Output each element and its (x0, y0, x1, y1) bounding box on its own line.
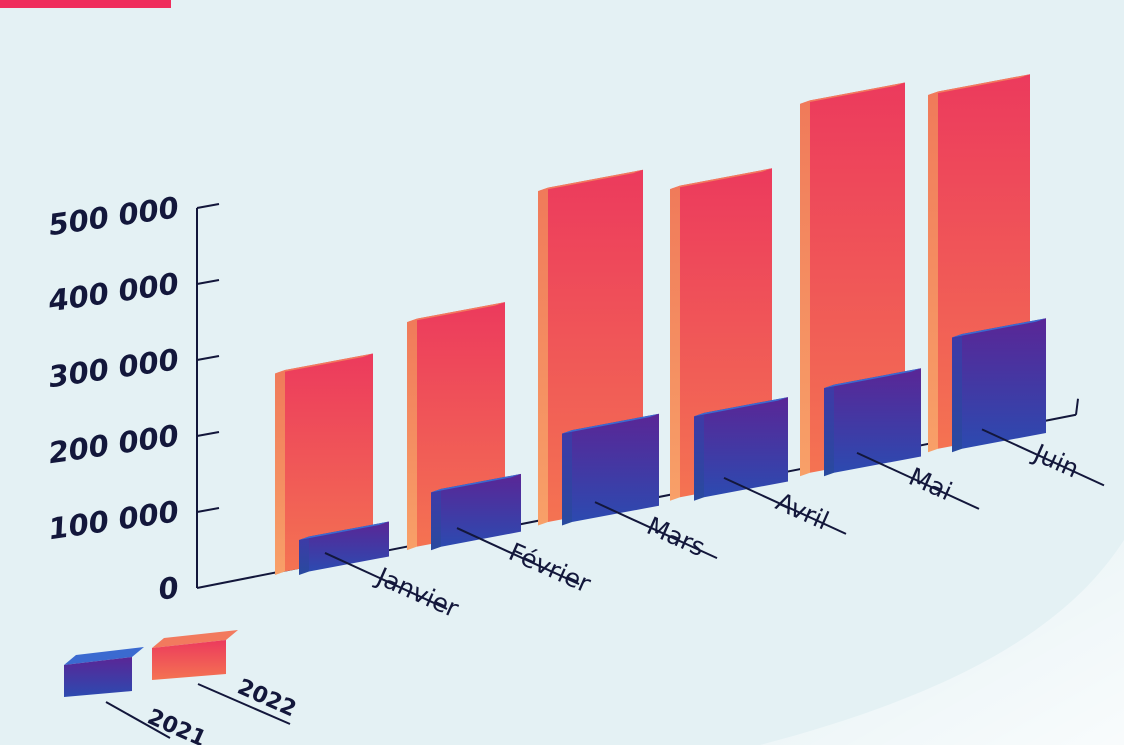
background-swoosh (760, 540, 1124, 745)
bar-2022-4-top (670, 168, 772, 190)
category-underline (723, 476, 847, 535)
legend-underline-2021 (105, 701, 171, 739)
legend-swatch-2021-top (64, 647, 144, 665)
y-tick-mark (196, 203, 220, 209)
legend-underline-2022 (197, 683, 291, 725)
bar-2021-6-top (952, 318, 1046, 338)
bar-2021-4 (694, 397, 788, 501)
bar-2022-2-top (407, 302, 505, 323)
bar-2021-3-top (562, 413, 659, 434)
bar-2022-3-top (538, 169, 643, 192)
bar-2022-1-top (275, 353, 373, 374)
category-underline (594, 501, 718, 560)
bar-2022-5 (800, 82, 905, 477)
bar-2021-6-front (962, 318, 1046, 449)
bar-2021-5 (824, 368, 921, 477)
legend-swatch-2022-front (152, 640, 226, 680)
category-label: Juin (1028, 438, 1084, 484)
bar-2021-3 (562, 413, 659, 526)
bar-2022-2-side (407, 318, 417, 551)
category-underline (981, 428, 1105, 487)
bars (275, 74, 1046, 576)
bar-2021-2-front (441, 473, 521, 547)
y-tick-mark (196, 279, 220, 285)
bar-2021-5-top (824, 368, 921, 389)
bar-2021-5-side (824, 384, 834, 477)
bar-2022-1 (275, 353, 373, 575)
bar-2022-5-front (810, 82, 905, 473)
category-label: Mars (643, 511, 710, 562)
y-tick-mark (196, 431, 220, 437)
y-tick-label: 300 000 (46, 342, 181, 394)
accent-bar (0, 0, 171, 8)
x-axis-end-tick (1075, 398, 1079, 415)
legend: 2021 2022 (64, 630, 300, 745)
bar-2022-4-side (670, 185, 680, 501)
bar-2021-2 (431, 473, 521, 551)
legend-label-2022: 2022 (234, 675, 300, 723)
bar-2022-1-front (285, 353, 373, 572)
bar-2022-1-side (275, 370, 285, 575)
bar-2022-5-side (800, 100, 810, 477)
y-tick-label: 200 000 (46, 418, 181, 470)
legend-label-2021: 2021 (144, 705, 210, 745)
bar-2021-1-top (299, 521, 389, 541)
y-tick-label: 500 000 (46, 190, 181, 242)
category-underline (456, 527, 580, 586)
y-tick-label: 100 000 (46, 494, 181, 546)
legend-swatch-2022-top (152, 630, 238, 648)
bar-2021-4-side (694, 412, 704, 501)
bar-2021-2-side (431, 488, 441, 551)
bar-2022-5-top (800, 82, 905, 104)
bar-2021-6 (952, 318, 1046, 453)
bar-2022-3-side (538, 187, 548, 526)
bar-2022-6-side (928, 91, 938, 453)
bar-2021-3-front (572, 413, 659, 523)
legend-swatch-2022 (152, 630, 238, 680)
bar-2022-6-top (928, 74, 1030, 95)
category-underline (324, 552, 448, 610)
y-tick-mark (196, 355, 220, 361)
bar-2021-4-top (694, 397, 788, 417)
bar-2021-6-side (952, 333, 962, 453)
bar-2021-1-side (299, 536, 309, 576)
category-label: Mai (905, 462, 957, 506)
y-tick-label: 0 (156, 570, 181, 606)
legend-swatch-2021 (64, 647, 144, 697)
category-label: Avril (772, 487, 834, 536)
bar-2021-5-front (834, 368, 921, 473)
bar-2021-2-top (431, 473, 521, 493)
category-label: Février (505, 537, 596, 599)
category-label: Janvier (371, 561, 464, 624)
legend-swatch-2021-front (64, 657, 132, 697)
y-tick-mark (196, 507, 220, 513)
bar-2021-1 (299, 521, 389, 576)
y-tick-label: 400 000 (45, 266, 181, 318)
bar-2021-3-side (562, 430, 572, 526)
category-underline (856, 451, 980, 510)
y-tick-labels: 0 100 000 200 000 300 000 400 000 500 000 (45, 190, 181, 606)
bar-2021-4-front (704, 397, 788, 498)
